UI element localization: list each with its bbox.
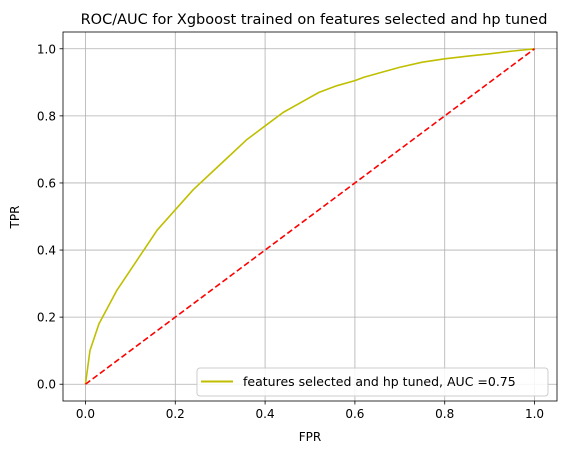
series-lines [84,47,536,385]
roc-curve-line [84,47,535,385]
y-tick-label: 0.4 [37,244,56,258]
x-tick-label: 0.4 [256,407,275,421]
y-tick-label: 0.0 [37,378,56,392]
x-tick-label: 0.0 [76,407,95,421]
legend-label: features selected and hp tuned, AUC =0.7… [243,374,516,389]
y-tick-label: 0.6 [37,176,56,190]
y-tick-label: 1.0 [37,42,56,56]
diagonal-reference-line [84,48,536,385]
axis-ticks: 0.0 0.2 0.4 0.6 0.8 1.0 0.0 0.2 0.4 0.6 0.8 1.0 [37,42,544,421]
plot-frame [62,31,558,402]
legend: features selected and hp tuned, AUC =0.7… [196,367,549,397]
legend-box [196,367,549,397]
y-tick-label: 0.2 [37,311,56,325]
x-tick-label: 0.6 [345,407,364,421]
x-tick-label: 1.0 [525,407,544,421]
grid-lines [63,32,557,401]
y-tick-label: 0.8 [37,109,56,123]
chart-title: ROC/AUC for Xgboost trained on features … [81,12,548,28]
x-tick-label: 0.8 [435,407,454,421]
x-axis-label: FPR [299,430,321,444]
y-axis-label: TPR [8,206,22,230]
x-tick-label: 0.2 [166,407,185,421]
